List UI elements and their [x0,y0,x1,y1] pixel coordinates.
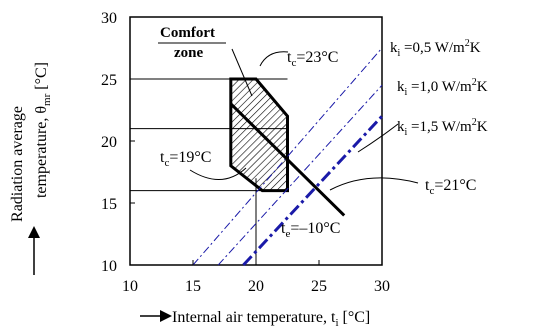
annotation-tc-19-leader [189,167,247,180]
y-tick-label-25: 25 [101,72,117,89]
annotation-tc-21-leader [329,177,419,191]
y-axis-label-line1: Radiation average [9,106,26,222]
y-tick-label-15: 15 [101,196,117,213]
x-axis-arrowhead-icon [160,310,172,322]
comfort-zone-label-line2: zone [174,45,204,61]
x-tick-label-25: 25 [311,278,327,295]
x-tick-label-20: 20 [248,278,264,295]
legend-ki-1.5-leader [357,123,399,153]
legend-ki-1.5: ki =1,5 W/m2K [397,117,488,138]
legend-ki-1.0: ki =1,0 W/m2K [397,77,488,98]
comfort-zone-polygon [229,77,289,193]
series-line-2 [242,115,384,267]
comfort-zone-leader [231,48,253,97]
annotation-tc-23: tc=23°C [287,49,338,69]
legend-ki-0.5: ki =0,5 W/m2K [390,38,481,59]
x-tick-label-15: 15 [185,278,201,295]
y-tick-label-30: 30 [101,10,117,27]
x-tick-label-10: 10 [122,278,138,295]
annotation-tc-21: tc=21°C [425,177,476,197]
x-tick-label-30: 30 [374,278,390,295]
series-line-3 [229,102,346,217]
annotation-te-minus10: te=–10°C [281,220,340,240]
annotation-tc-19: tc=19°C [160,149,211,169]
y-tick-label-20: 20 [101,134,117,151]
x-axis-label: Internal air temperature, ti [°C] [172,309,370,329]
comfort-zone-label-line1: Comfort [160,25,215,41]
y-axis-arrowhead-icon [28,226,40,238]
annotation-tc-23-leader [259,51,289,67]
y-axis-label-line2: temperature, θmr [°C] [33,62,53,198]
y-tick-label-10: 10 [101,258,117,275]
